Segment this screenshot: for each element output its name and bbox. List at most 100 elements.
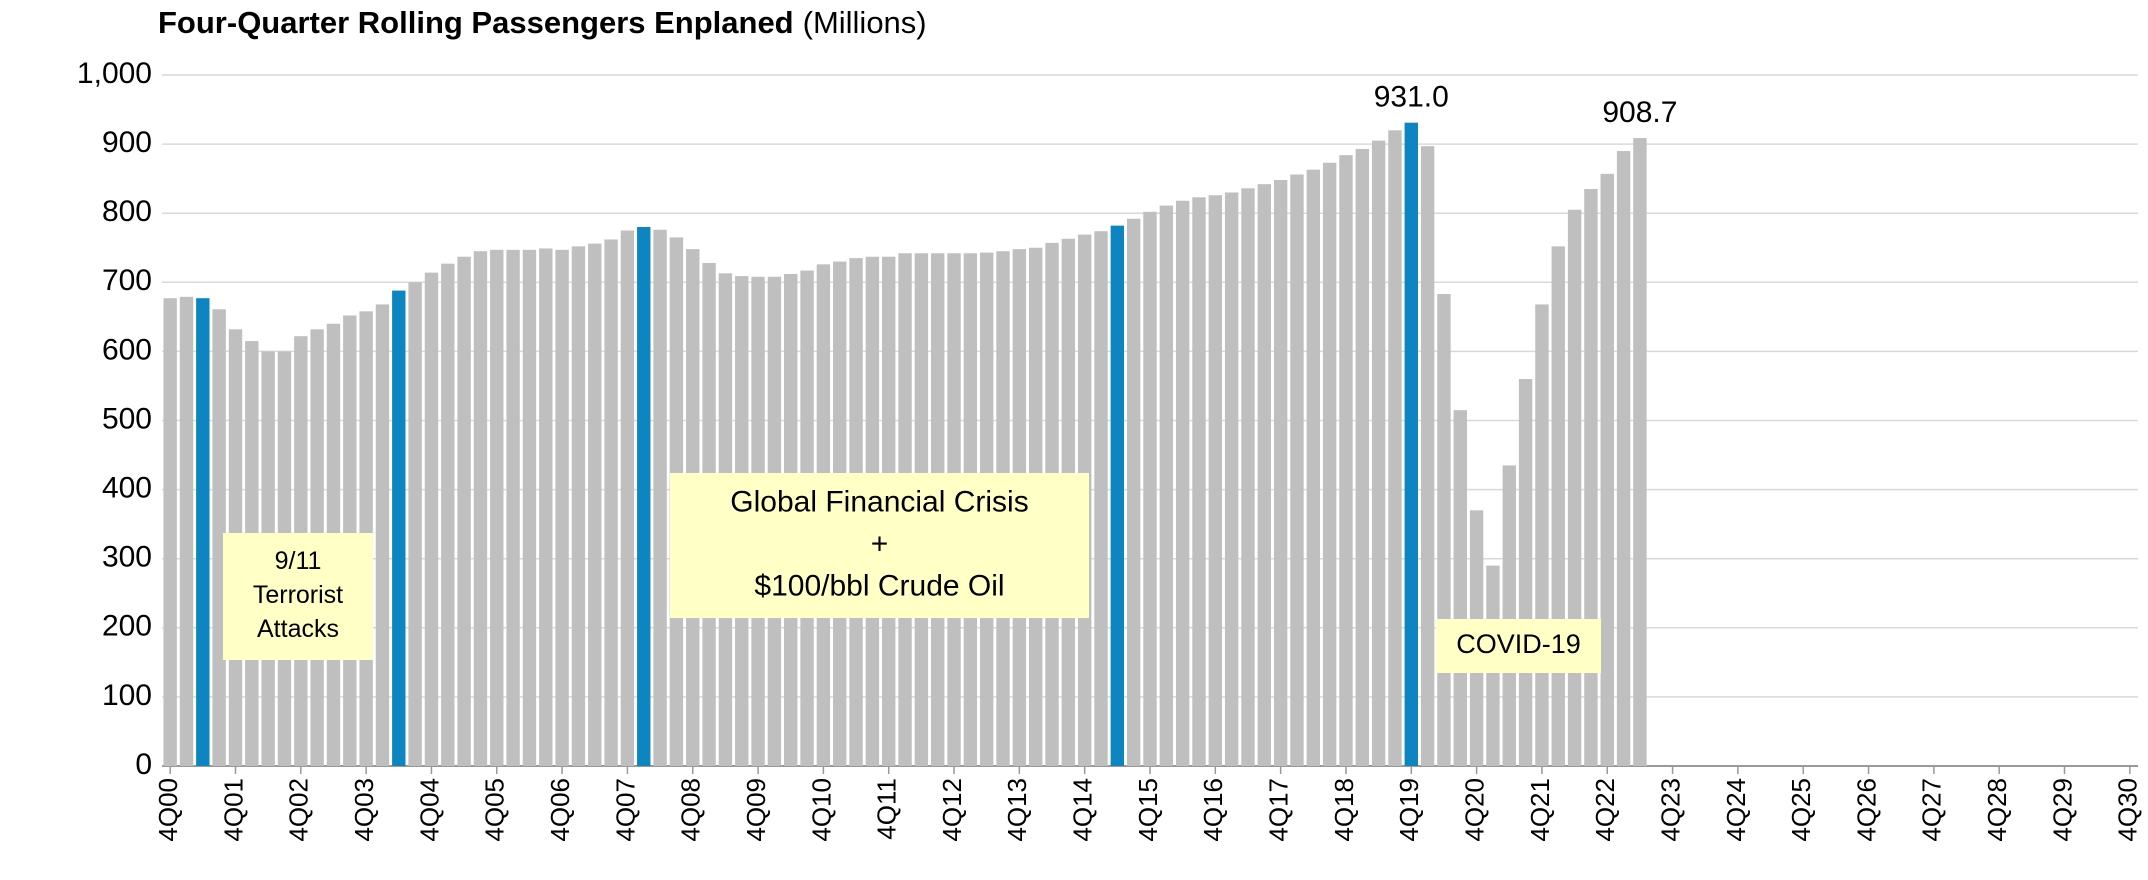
bar bbox=[1518, 379, 1533, 766]
bar bbox=[620, 230, 635, 767]
bar bbox=[1404, 122, 1418, 766]
bar bbox=[588, 243, 602, 766]
x-tick-label: 4Q22 bbox=[1590, 778, 1620, 842]
x-tick-label: 4Q14 bbox=[1068, 778, 1098, 842]
x-tick-label: 4Q09 bbox=[741, 778, 771, 842]
y-tick-label: 500 bbox=[102, 402, 152, 435]
x-tick-label: 4Q12 bbox=[937, 778, 967, 842]
y-tick-label: 0 bbox=[135, 748, 152, 781]
bar bbox=[1241, 188, 1255, 767]
bar bbox=[424, 272, 439, 766]
y-tick-label: 900 bbox=[102, 126, 152, 159]
y-tick-label: 100 bbox=[102, 679, 152, 712]
bar bbox=[1306, 169, 1321, 767]
bar bbox=[408, 282, 422, 766]
bar bbox=[1094, 231, 1108, 766]
bar bbox=[1143, 211, 1157, 766]
y-tick-label: 700 bbox=[102, 264, 152, 297]
bar bbox=[1110, 225, 1125, 766]
bar bbox=[555, 249, 569, 766]
bar bbox=[1290, 174, 1304, 766]
x-tick-label: 4Q17 bbox=[1264, 778, 1294, 842]
bar bbox=[1126, 218, 1141, 766]
bar bbox=[1339, 155, 1353, 766]
bar bbox=[1371, 140, 1386, 766]
y-tick-label: 400 bbox=[102, 472, 152, 505]
x-tick-label: 4Q30 bbox=[2113, 778, 2143, 842]
bar bbox=[653, 229, 667, 766]
x-tick-label: 4Q00 bbox=[153, 778, 183, 842]
bar bbox=[1192, 197, 1206, 766]
x-tick-label: 4Q13 bbox=[1002, 778, 1032, 842]
x-tick-label: 4Q26 bbox=[1851, 778, 1881, 842]
bar bbox=[490, 249, 504, 766]
bar bbox=[441, 263, 455, 766]
x-tick-label: 4Q07 bbox=[610, 778, 640, 842]
subtitle: (Millions) bbox=[803, 5, 927, 40]
annotation-box bbox=[1436, 619, 1601, 673]
bar bbox=[604, 239, 618, 766]
x-tick-label: 4Q15 bbox=[1133, 778, 1163, 842]
x-tick-label: 4Q03 bbox=[349, 778, 379, 842]
bar bbox=[1502, 465, 1516, 766]
bar bbox=[506, 249, 520, 766]
bar bbox=[1420, 146, 1435, 767]
bar bbox=[1535, 304, 1549, 766]
annotation-text: Terrorist bbox=[253, 581, 343, 609]
bar bbox=[212, 309, 226, 766]
bar bbox=[473, 251, 488, 766]
bar bbox=[1257, 184, 1272, 767]
x-tick-label: 4Q27 bbox=[1917, 778, 1947, 842]
bar bbox=[1600, 173, 1614, 767]
annotation-text: Global Financial Crisis bbox=[730, 485, 1028, 518]
x-tick-label: 4Q28 bbox=[1982, 778, 2012, 842]
bar bbox=[539, 248, 553, 767]
y-tick-label: 300 bbox=[102, 541, 152, 574]
annotation-box bbox=[223, 533, 373, 660]
bar bbox=[392, 290, 406, 766]
bar bbox=[375, 304, 390, 766]
bar bbox=[1322, 162, 1337, 766]
y-tick-label: 600 bbox=[102, 333, 152, 366]
bar bbox=[1584, 189, 1598, 766]
chart-title: Four-Quarter Rolling Passengers Enplaned… bbox=[158, 5, 927, 40]
bar bbox=[522, 249, 537, 766]
y-tick-label: 200 bbox=[102, 610, 152, 643]
x-tick-label: 4Q20 bbox=[1459, 778, 1489, 842]
annotation-text: + bbox=[871, 527, 889, 560]
bar bbox=[1616, 151, 1631, 766]
x-tick-label: 4Q16 bbox=[1198, 778, 1228, 842]
bar bbox=[1355, 148, 1369, 766]
bar bbox=[1633, 138, 1647, 766]
bar bbox=[1175, 200, 1190, 767]
x-tick-label: 4Q04 bbox=[414, 778, 444, 842]
bar bbox=[163, 298, 177, 766]
title: Four-Quarter Rolling Passengers Enplaned bbox=[158, 5, 794, 40]
bar bbox=[1567, 209, 1582, 766]
bar bbox=[196, 298, 210, 766]
value-label: 908.7 bbox=[1602, 96, 1677, 129]
x-tick-label: 4Q10 bbox=[806, 778, 836, 842]
bar bbox=[179, 296, 194, 766]
bar bbox=[571, 246, 586, 767]
bar bbox=[1208, 195, 1223, 766]
bar bbox=[1551, 246, 1565, 767]
bar bbox=[1453, 410, 1467, 766]
bar bbox=[457, 256, 471, 766]
x-tick-label: 4Q21 bbox=[1525, 778, 1555, 842]
annotation-text: 9/11 bbox=[275, 547, 322, 575]
x-tick-label: 4Q05 bbox=[480, 778, 510, 842]
x-tick-label: 4Q23 bbox=[1655, 778, 1685, 842]
bar bbox=[1437, 294, 1451, 766]
x-tick-label: 4Q29 bbox=[2047, 778, 2077, 842]
x-tick-label: 4Q02 bbox=[284, 778, 314, 842]
x-tick-label: 4Q25 bbox=[1786, 778, 1816, 842]
annotation-text: Attacks bbox=[257, 615, 339, 643]
x-tick-label: 4Q24 bbox=[1721, 778, 1751, 842]
annotation-text: COVID-19 bbox=[1456, 629, 1581, 659]
x-tick-label: 4Q06 bbox=[545, 778, 575, 842]
bar bbox=[637, 227, 651, 766]
y-tick-label: 800 bbox=[102, 195, 152, 228]
bar bbox=[1159, 205, 1174, 766]
